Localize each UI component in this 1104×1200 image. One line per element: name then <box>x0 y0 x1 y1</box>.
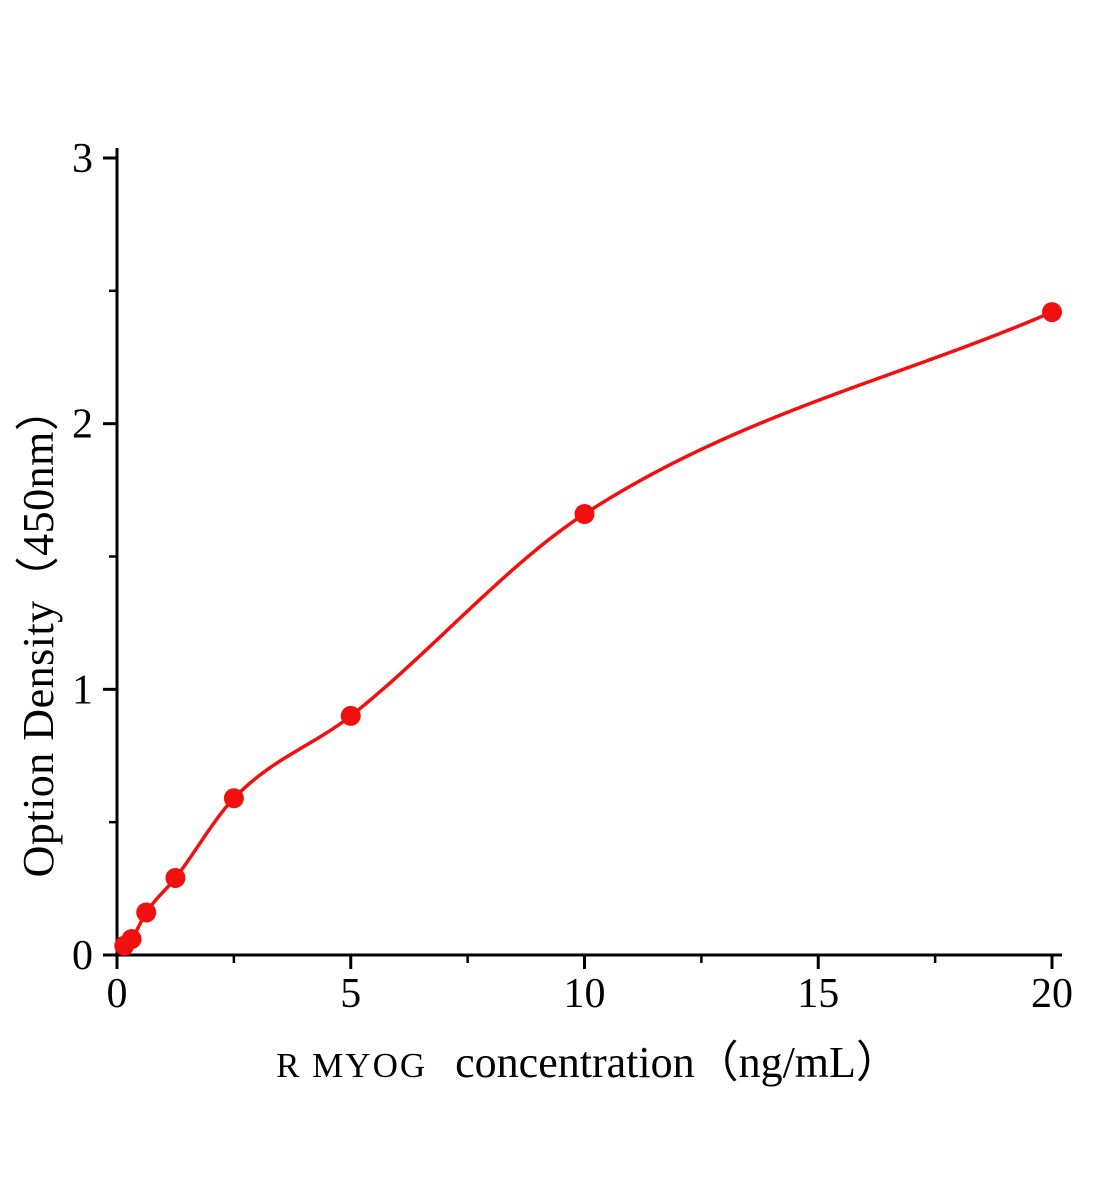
y-axis-title: Option Density（450nm） <box>14 386 63 878</box>
x-tick-label: 10 <box>564 971 606 1017</box>
data-point <box>165 867 186 888</box>
x-tick-label: 15 <box>797 971 839 1017</box>
x-axis-title-prefix: R MYOG <box>276 1046 428 1085</box>
x-tick-label: 5 <box>340 971 361 1017</box>
y-tick-label: 2 <box>72 402 93 448</box>
y-tick-label: 0 <box>72 933 93 979</box>
data-point <box>340 705 361 726</box>
data-point <box>574 503 595 524</box>
data-point <box>136 902 157 923</box>
y-tick-label: 1 <box>72 667 93 713</box>
fit-curve <box>122 310 1054 948</box>
x-tick-label: 20 <box>1031 971 1073 1017</box>
data-point <box>1042 302 1062 323</box>
y-tick-label: 3 <box>72 136 93 182</box>
data-point <box>223 788 244 809</box>
x-axis-title-main: concentration（ng/mL） <box>455 1038 900 1087</box>
data-point <box>121 929 142 950</box>
x-tick-label: 0 <box>107 971 128 1017</box>
x-axis-title: R MYOG concentration（ng/mL） <box>276 1026 900 1090</box>
